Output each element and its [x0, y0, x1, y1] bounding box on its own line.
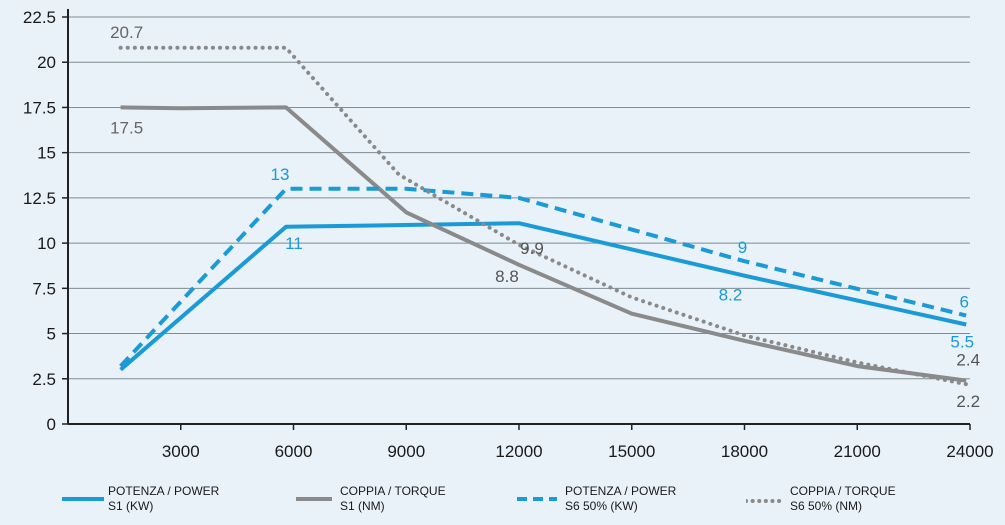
data-label: 13 [271, 165, 290, 184]
series-line-4 [118, 45, 969, 387]
x-axis-ticks: 3000 6000 9000 12000 15000 18000 21000 24000 [162, 424, 994, 461]
data-label: 9 [738, 238, 747, 257]
legend-label-line2: S6 50% (NM) [790, 499, 863, 513]
series-line-3 [119, 186, 967, 368]
legend-label-line1: COPPIA / TORQUE [340, 484, 446, 498]
x-tick-label: 21000 [834, 442, 881, 461]
legend-swatch-torque-s6 [744, 492, 826, 506]
x-tick-label: 9000 [387, 442, 425, 461]
x-tick-label: 24000 [946, 442, 993, 461]
y-axis-ticks: 0 2.5 5 7.5 10 12.5 15 17.5 20 22.5 [23, 8, 68, 434]
legend-swatch-power-s1 [62, 492, 142, 506]
data-label: 2.2 [956, 392, 980, 411]
data-label: 17.5 [110, 118, 143, 137]
data-label: 2.4 [956, 351, 980, 370]
y-tick-label: 5 [47, 325, 56, 344]
legend-label-line2: S1 (NM) [340, 499, 385, 513]
legend-label-line2: S6 50% (KW) [565, 499, 638, 513]
legend-item-power-s6: POTENZA / POWER S6 50% (KW) [517, 484, 676, 514]
y-tick-label: 2.5 [32, 370, 56, 389]
series-lines [118, 45, 969, 387]
y-tick-label: 20 [37, 53, 56, 72]
data-labels: 20.7 17.5 13 11 9.98.8 9 8.2 6 5.52.4 2.2 [110, 23, 980, 411]
y-tick-label: 15 [37, 144, 56, 163]
x-tick-label: 15000 [608, 442, 655, 461]
legend-label-line2: S1 (KW) [108, 499, 154, 513]
legend-label-line1: POTENZA / POWER [108, 484, 220, 498]
y-tick-label: 0 [47, 415, 56, 434]
legend-label-line1: COPPIA / TORQUE [790, 484, 896, 498]
y-tick-label: 10 [37, 234, 56, 253]
legend-item-torque-s1: COPPIA / TORQUE S1 (NM) [296, 484, 446, 514]
y-tick-label: 12.5 [23, 189, 56, 208]
x-tick-label: 12000 [495, 442, 542, 461]
legend-item-power-s1: POTENZA / POWER S1 (KW) [62, 484, 219, 514]
legend-label-line1: POTENZA / POWER [565, 484, 677, 498]
y-tick-label: 7.5 [32, 279, 56, 298]
data-label: 5.5 [950, 333, 974, 352]
legend-swatch-torque-s1 [296, 492, 376, 506]
data-label: 8.2 [719, 286, 743, 305]
data-label: 11 [285, 234, 303, 253]
legend: POTENZA / POWER S1 (KW) COPPIA / TORQUE … [0, 484, 1005, 525]
line-chart: 0 2.5 5 7.5 10 12.5 15 17.5 20 22.5 3000 6000 9000 1… [23, 8, 994, 461]
x-tick-label: 6000 [275, 442, 313, 461]
legend-swatch-power-s6 [517, 492, 597, 506]
data-label: 9.9 [520, 239, 544, 258]
series-line-2 [120, 105, 967, 383]
legend-item-torque-s6: COPPIA / TORQUE S6 50% (NM) [744, 484, 896, 514]
y-tick-label: 22.5 [23, 8, 56, 27]
data-label: 6 [960, 292, 969, 311]
data-label: 20.7 [110, 23, 143, 42]
x-tick-label: 3000 [162, 442, 200, 461]
series-line-1 [119, 221, 967, 372]
x-tick-label: 18000 [721, 442, 768, 461]
y-tick-label: 17.5 [23, 98, 56, 117]
data-label: 8.8 [495, 267, 519, 286]
